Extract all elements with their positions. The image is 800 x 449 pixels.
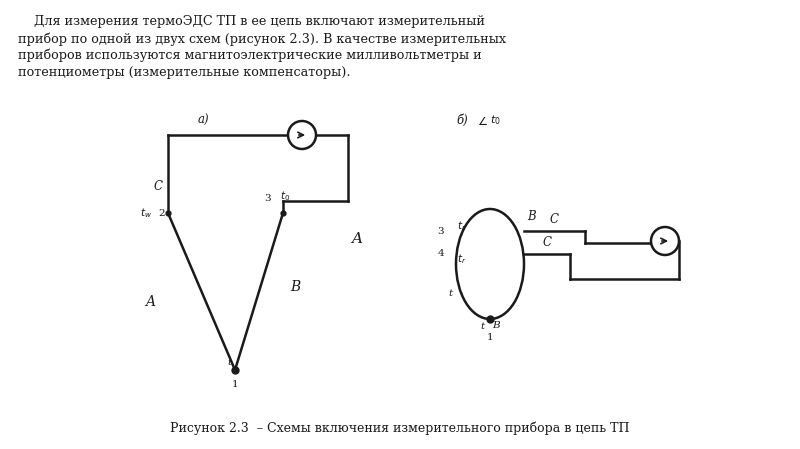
Text: а): а): [198, 114, 210, 127]
Text: 3: 3: [264, 194, 271, 203]
Text: 3: 3: [438, 226, 444, 235]
Text: 4: 4: [438, 250, 444, 259]
Text: б): б): [456, 114, 468, 127]
Text: $t_0$: $t_0$: [490, 113, 501, 127]
Text: 2: 2: [158, 208, 165, 217]
Text: C: C: [154, 180, 162, 193]
Text: A: A: [145, 295, 155, 309]
Text: приборов используются магнитоэлектрические милливольтметры и: приборов используются магнитоэлектрическ…: [18, 49, 482, 62]
Text: t: t: [228, 358, 232, 367]
Text: 1: 1: [232, 380, 238, 389]
Text: A: A: [351, 232, 362, 246]
Text: Для измерения термоЭДС ТП в ее цепь включают измерительный: Для измерения термоЭДС ТП в ее цепь вклю…: [18, 15, 485, 28]
Text: $t_0$: $t_0$: [280, 189, 290, 203]
Circle shape: [651, 227, 679, 255]
Text: Рисунок 2.3  – Схемы включения измерительного прибора в цепь ТП: Рисунок 2.3 – Схемы включения измеритель…: [170, 422, 630, 435]
Text: C: C: [542, 236, 551, 249]
Circle shape: [288, 121, 316, 149]
Text: потенциометры (измерительные компенсаторы).: потенциометры (измерительные компенсатор…: [18, 66, 350, 79]
Text: C: C: [550, 213, 558, 226]
Text: $t_r$: $t_r$: [457, 219, 466, 233]
Text: B: B: [290, 280, 300, 294]
Text: $t_w$: $t_w$: [140, 206, 152, 220]
Text: прибор по одной из двух схем (рисунок 2.3). В качестве измерительных: прибор по одной из двух схем (рисунок 2.…: [18, 32, 506, 45]
Text: $t_r$: $t_r$: [457, 252, 466, 266]
Text: B: B: [492, 321, 500, 330]
Text: $\angle$: $\angle$: [477, 114, 488, 127]
Text: t: t: [449, 290, 453, 299]
Text: t: t: [481, 322, 485, 331]
Text: 1: 1: [486, 333, 494, 342]
Text: B: B: [527, 211, 536, 224]
